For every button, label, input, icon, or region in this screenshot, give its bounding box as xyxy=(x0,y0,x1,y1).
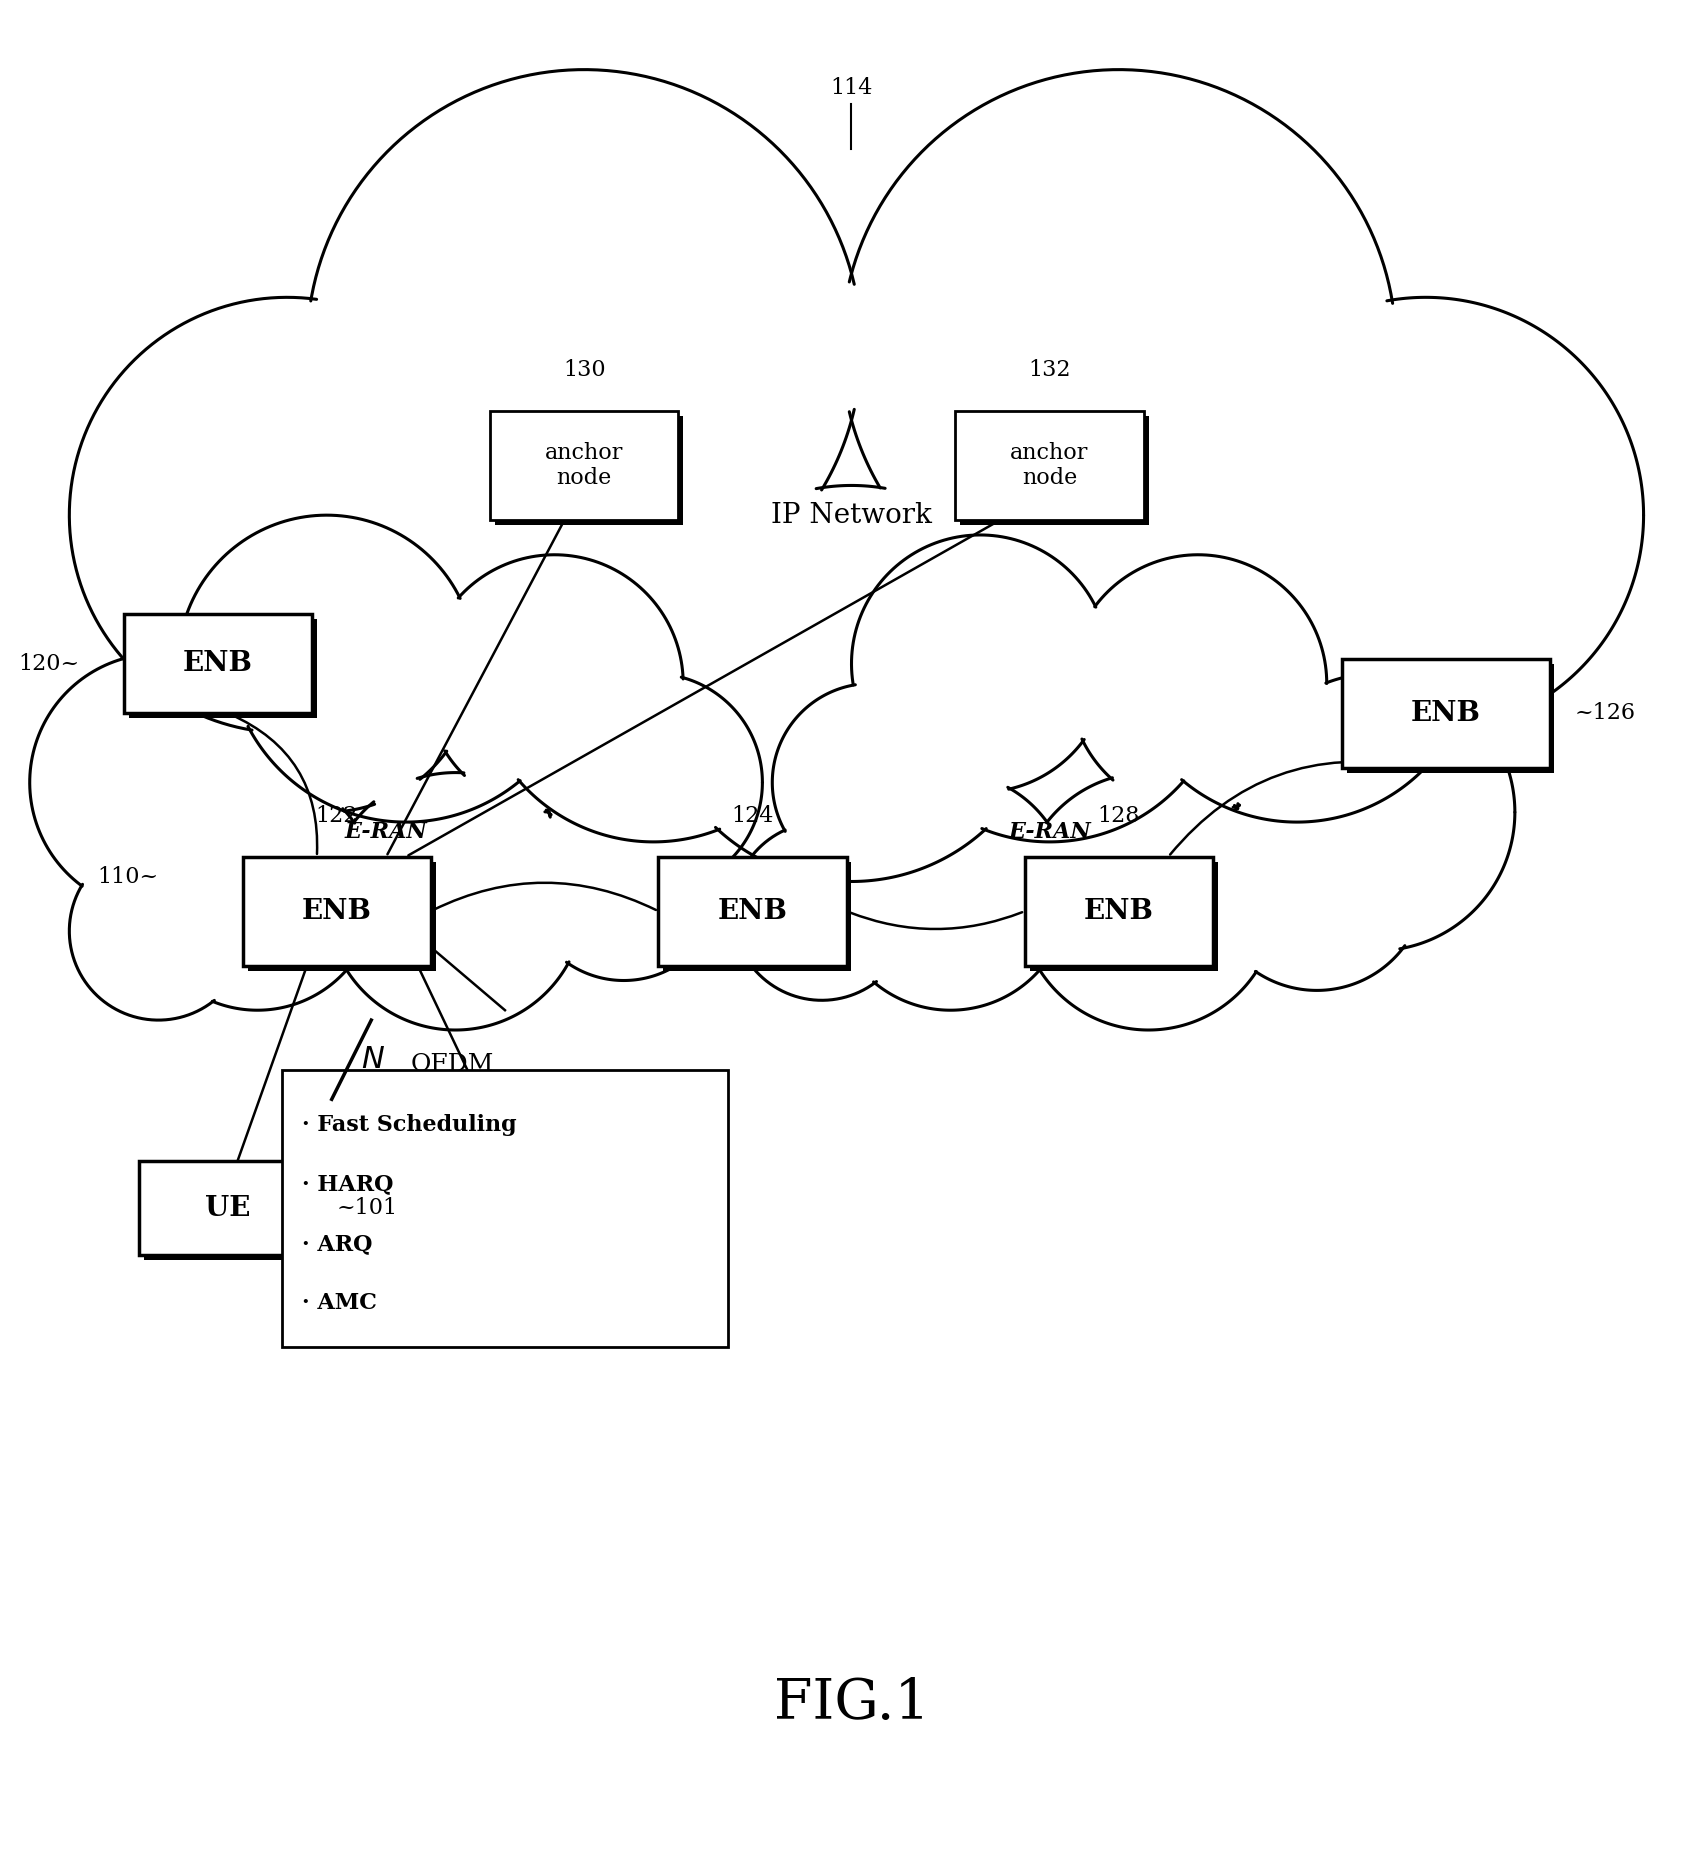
Text: · AMC: · AMC xyxy=(301,1292,376,1314)
Circle shape xyxy=(654,486,1049,882)
Circle shape xyxy=(872,486,1228,841)
Circle shape xyxy=(70,841,247,1020)
Text: UE: UE xyxy=(204,1195,250,1221)
Circle shape xyxy=(831,772,1069,1011)
Circle shape xyxy=(1238,674,1516,951)
Text: 120~: 120~ xyxy=(19,653,80,676)
Text: · Fast Scheduling: · Fast Scheduling xyxy=(301,1115,516,1137)
FancyBboxPatch shape xyxy=(1342,659,1550,767)
Text: ~101: ~101 xyxy=(337,1197,399,1219)
Circle shape xyxy=(545,674,763,891)
Circle shape xyxy=(1207,772,1425,990)
Text: · HARQ: · HARQ xyxy=(301,1174,393,1195)
FancyBboxPatch shape xyxy=(664,862,852,971)
Circle shape xyxy=(841,69,1396,623)
Text: ENB: ENB xyxy=(182,649,252,677)
Circle shape xyxy=(70,298,506,733)
FancyBboxPatch shape xyxy=(283,1070,727,1347)
FancyBboxPatch shape xyxy=(143,1167,322,1260)
Text: 128: 128 xyxy=(1097,806,1139,826)
Circle shape xyxy=(138,772,376,1011)
Text: ~126: ~126 xyxy=(1574,702,1635,724)
Circle shape xyxy=(1069,555,1327,811)
Text: 110~: 110~ xyxy=(97,865,158,888)
FancyBboxPatch shape xyxy=(124,614,312,713)
Text: ENB: ENB xyxy=(717,897,787,925)
FancyBboxPatch shape xyxy=(960,417,1148,525)
FancyBboxPatch shape xyxy=(129,620,317,718)
Circle shape xyxy=(475,486,831,841)
Text: E-RAN: E-RAN xyxy=(344,821,427,843)
FancyBboxPatch shape xyxy=(490,411,678,519)
Text: IP Network: IP Network xyxy=(771,502,932,529)
Text: anchor
node: anchor node xyxy=(545,441,623,489)
Circle shape xyxy=(327,772,584,1029)
FancyBboxPatch shape xyxy=(659,856,846,966)
Circle shape xyxy=(1020,772,1277,1029)
Circle shape xyxy=(732,823,911,1001)
Text: · ARQ: · ARQ xyxy=(301,1234,373,1254)
FancyBboxPatch shape xyxy=(1025,856,1213,966)
Text: ENB: ENB xyxy=(301,897,371,925)
Text: 122: 122 xyxy=(315,806,358,826)
Text: anchor
node: anchor node xyxy=(1010,441,1088,489)
Circle shape xyxy=(179,515,475,811)
FancyBboxPatch shape xyxy=(138,1161,317,1256)
FancyBboxPatch shape xyxy=(496,417,683,525)
FancyBboxPatch shape xyxy=(247,862,436,971)
Circle shape xyxy=(426,555,683,811)
FancyBboxPatch shape xyxy=(1030,862,1218,971)
FancyBboxPatch shape xyxy=(242,856,431,966)
Text: ENB: ENB xyxy=(1410,700,1480,726)
FancyBboxPatch shape xyxy=(955,411,1144,519)
Text: 124: 124 xyxy=(731,806,773,826)
Text: E-RAN: E-RAN xyxy=(1008,821,1092,843)
Text: ENB: ENB xyxy=(1083,897,1153,925)
Circle shape xyxy=(29,653,288,912)
Circle shape xyxy=(307,69,862,623)
Text: OFDM: OFDM xyxy=(410,1053,494,1076)
Circle shape xyxy=(771,683,971,882)
Circle shape xyxy=(852,534,1109,793)
Text: 132: 132 xyxy=(1029,359,1071,382)
Circle shape xyxy=(525,782,722,981)
Text: $N$: $N$ xyxy=(361,1044,385,1076)
Circle shape xyxy=(1119,465,1475,823)
Text: 130: 130 xyxy=(564,359,606,382)
Text: FIG.1: FIG.1 xyxy=(773,1677,930,1731)
Text: 114: 114 xyxy=(831,78,872,99)
FancyBboxPatch shape xyxy=(1347,664,1555,772)
Circle shape xyxy=(228,465,584,823)
Circle shape xyxy=(1207,298,1643,733)
